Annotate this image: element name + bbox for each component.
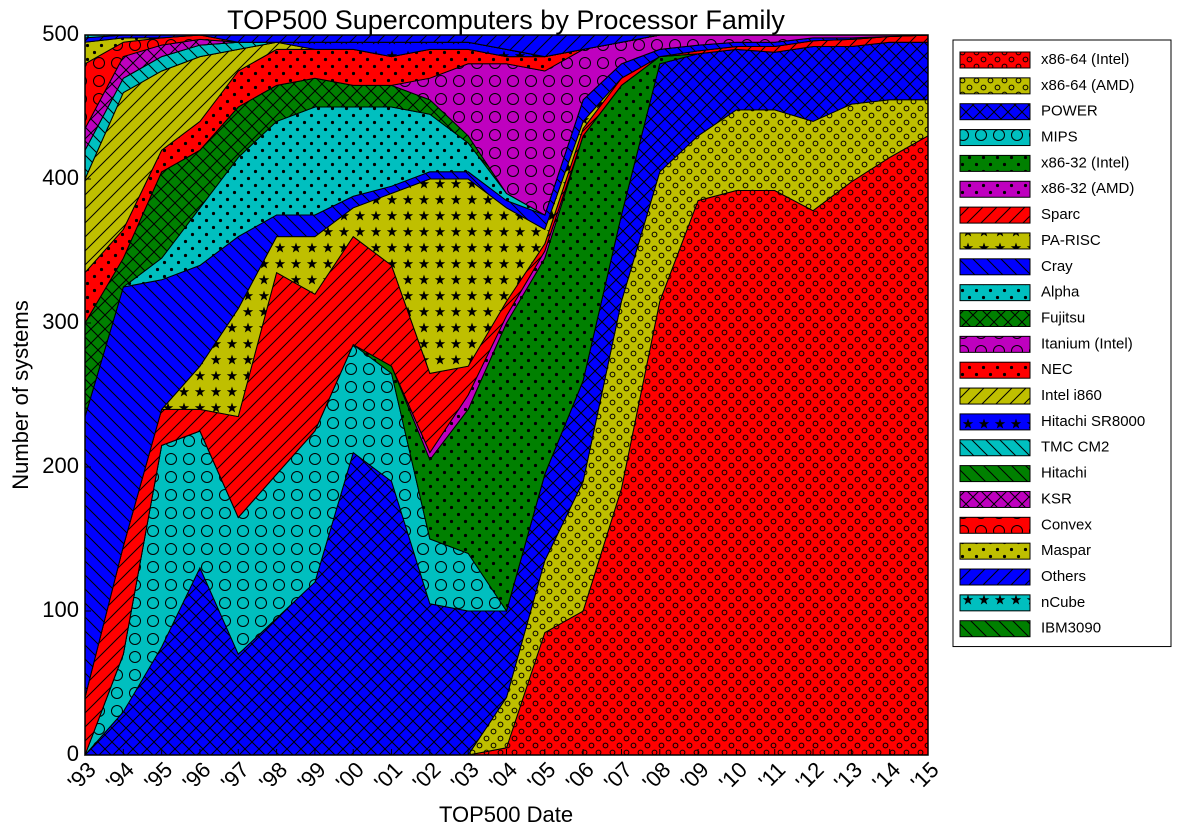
x-tick-label: '94	[101, 757, 139, 795]
legend-swatch	[959, 568, 1031, 586]
x-tick-label: '06	[561, 757, 599, 795]
x-tick-label: '07	[599, 757, 637, 795]
x-tick-label: '05	[523, 757, 561, 795]
legend-swatch	[959, 516, 1031, 534]
legend-label: Fujitsu	[1041, 309, 1085, 326]
y-axis-label: Number of systems	[8, 300, 33, 490]
legend-swatch	[959, 180, 1031, 198]
legend-label: x86-64 (Intel)	[1041, 51, 1129, 68]
x-tick-label: '00	[331, 757, 369, 795]
legend-label: Itanium (Intel)	[1041, 335, 1133, 352]
x-tick-label: '03	[446, 757, 484, 795]
x-tick-label: '95	[139, 757, 177, 795]
legend-label: TMC CM2	[1041, 439, 1109, 456]
x-tick-label: '15	[906, 757, 944, 795]
legend-swatch	[959, 490, 1031, 508]
legend-label: Intel i860	[1041, 387, 1102, 404]
y-tick-label: 500	[42, 21, 79, 46]
legend-swatch	[959, 310, 1031, 327]
y-tick-label: 0	[67, 741, 79, 766]
legend-swatch	[959, 542, 1031, 560]
y-tick-label: 100	[42, 597, 79, 622]
legend-label: Maspar	[1041, 542, 1091, 559]
legend-label: nCube	[1041, 594, 1085, 611]
x-tick-label: '97	[216, 757, 254, 795]
y-tick-label: 200	[42, 453, 79, 478]
x-tick-label: '09	[676, 757, 714, 795]
legend-label: KSR	[1041, 490, 1072, 507]
legend-swatch	[959, 335, 1031, 353]
x-tick-label: '96	[178, 757, 216, 795]
legend-label: Alpha	[1041, 284, 1080, 301]
legend-swatch	[959, 413, 1031, 431]
x-tick-label: '13	[829, 757, 867, 795]
legend-label: MIPS	[1041, 129, 1078, 146]
legend-swatch	[959, 77, 1031, 95]
legend-label: x86-64 (AMD)	[1041, 77, 1134, 94]
y-tick-label: 400	[42, 165, 79, 190]
legend-label: NEC	[1041, 361, 1073, 378]
x-tick-label: '10	[714, 757, 752, 795]
legend-swatch	[959, 594, 1031, 612]
legend-label: Cray	[1041, 258, 1073, 275]
legend-swatch	[959, 439, 1031, 457]
x-tick-label: '02	[408, 757, 446, 795]
legend-label: Convex	[1041, 516, 1092, 533]
legend-swatch	[959, 232, 1031, 250]
legend-swatch	[959, 284, 1031, 302]
legend-swatch	[959, 465, 1031, 483]
legend-swatch	[959, 129, 1031, 147]
legend-label: IBM3090	[1041, 620, 1101, 637]
x-tick-label: '12	[791, 757, 829, 795]
legend-swatch	[959, 258, 1031, 276]
legend-label: x86-32 (AMD)	[1041, 180, 1134, 197]
x-axis-label: TOP500 Date	[439, 802, 573, 827]
legend-label: x86-32 (Intel)	[1041, 154, 1129, 171]
legend-label: Hitachi SR8000	[1041, 413, 1145, 430]
legend-label: Sparc	[1041, 206, 1081, 223]
legend-swatch	[959, 387, 1031, 405]
y-tick-label: 300	[42, 309, 79, 334]
legend-label: Hitachi	[1041, 465, 1087, 482]
legend-label: Others	[1041, 568, 1086, 585]
legend-swatch	[959, 51, 1031, 69]
legend-swatch	[959, 154, 1031, 172]
legend-swatch	[959, 206, 1031, 224]
x-tick-label: '08	[637, 757, 675, 795]
legend-label: PA-RISC	[1041, 232, 1101, 249]
x-tick-label: '04	[484, 757, 522, 795]
legend-swatch	[959, 361, 1031, 379]
x-tick-label: '99	[293, 757, 331, 795]
x-tick-label: '14	[867, 757, 905, 795]
legend-swatch	[959, 103, 1031, 121]
chart-title: TOP500 Supercomputers by Processor Famil…	[227, 5, 785, 35]
legend-swatch	[959, 620, 1031, 638]
x-tick-label: '11	[754, 757, 791, 794]
legend-label: POWER	[1041, 103, 1098, 120]
x-tick-label: '01	[369, 757, 407, 795]
x-tick-label: '98	[254, 757, 292, 795]
